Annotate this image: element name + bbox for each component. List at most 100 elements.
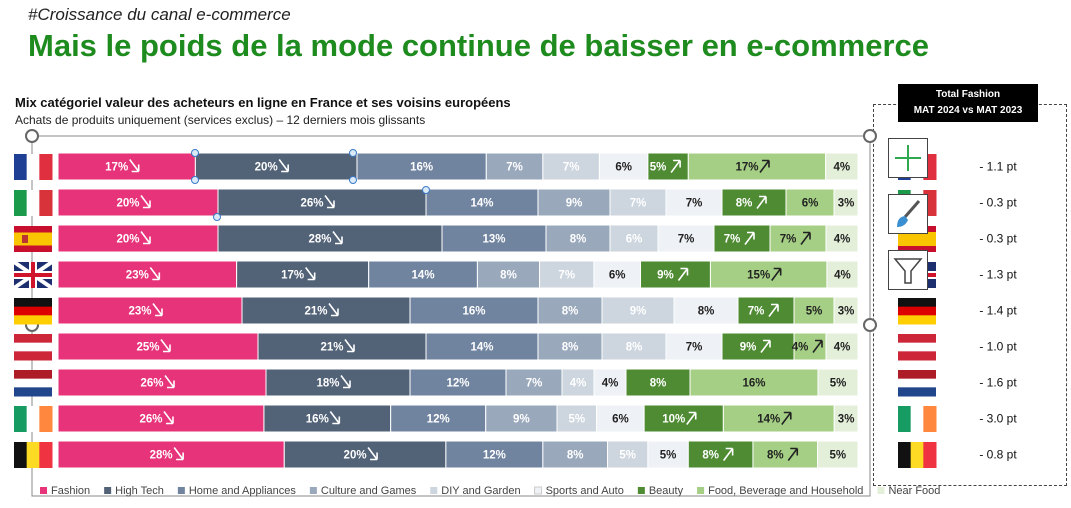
add-element-button[interactable] (888, 138, 928, 178)
legend-label: Beauty (649, 485, 684, 497)
legend-swatch (637, 487, 645, 494)
legend-label: Culture and Games (321, 485, 417, 497)
flag-germany (14, 298, 52, 325)
bar-culture-and-games-germany (537, 296, 603, 325)
chart-styles-button[interactable] (888, 194, 928, 234)
data-label-sports-and-auto-austria: 7% (686, 342, 703, 354)
data-label-food-beverage-and-household-france: 17% (735, 162, 758, 174)
bar-beauty-italy (721, 188, 787, 217)
bar-near-food-germany (833, 296, 859, 325)
delta-value-belgium: - 0.8 pt (979, 448, 1017, 462)
trend-down-icon (160, 339, 171, 353)
data-label-food-beverage-and-household-ireland: 14% (757, 414, 780, 426)
data-label-beauty-austria: 9% (740, 342, 757, 354)
bar-home-and-appliances-netherlands (409, 368, 507, 397)
resize-handle (863, 129, 877, 143)
flag-stripe (923, 442, 937, 468)
legend-swatch (534, 486, 543, 495)
legend-swatch (697, 487, 705, 494)
data-label-food-beverage-and-household-spain: 7% (780, 234, 797, 246)
bar-culture-and-games-belgium (542, 440, 608, 469)
legend-item-culture-and-games: Culture and Games (309, 485, 417, 497)
bar-food-beverage-and-household-italy (785, 188, 835, 217)
bar-diy-and-garden-belgium (606, 440, 649, 469)
resize-handle (25, 129, 39, 143)
bar-culture-and-games-united-kingdom (476, 260, 541, 289)
bar-culture-and-games-netherlands (505, 368, 563, 397)
flag-stripe (26, 190, 40, 216)
data-label-near-food-italy: 3% (838, 198, 855, 210)
trend-down-icon (152, 303, 163, 317)
trend-down-icon (332, 231, 343, 245)
flag-spain (14, 226, 52, 252)
bar-near-food-netherlands (817, 368, 859, 397)
data-label-home-and-appliances-netherlands: 12% (446, 378, 469, 390)
delta-value-france: - 1.1 pt (979, 160, 1017, 174)
flag-united-kingdom (12, 260, 54, 290)
trend-down-icon (367, 447, 378, 461)
bar-fashion-italy (57, 188, 219, 217)
data-label-high-tech-france: 20% (255, 162, 278, 174)
flag-stripe (14, 351, 52, 361)
bar-food-beverage-and-household-france (687, 152, 827, 181)
flag-stripe (26, 442, 40, 468)
legend-swatch (104, 487, 112, 494)
bar-home-and-appliances-ireland (390, 404, 487, 433)
bar-fashion-netherlands (57, 368, 267, 397)
legend-label: Sports and Auto (546, 485, 624, 497)
data-label-diy-and-garden-netherlands: 4% (570, 378, 587, 390)
bar-culture-and-games-ireland (485, 404, 558, 433)
bar-beauty-belgium (687, 440, 754, 469)
data-label-diy-and-garden-united-kingdom: 7% (558, 270, 575, 282)
legend-label: DIY and Garden (441, 485, 520, 497)
bar-diy-and-garden-ireland (556, 404, 598, 433)
legend-swatch (430, 487, 438, 494)
data-label-sports-and-auto-spain: 7% (678, 234, 695, 246)
legend-item-diy-and-garden: DIY and Garden (430, 485, 521, 497)
bar-near-food-belgium (817, 440, 859, 469)
delta-flag-germany (898, 298, 936, 325)
bar-beauty-austria (721, 332, 795, 361)
data-label-beauty-france: 5% (650, 162, 667, 174)
flag-stripe (898, 306, 936, 316)
bar-food-beverage-and-household-spain (769, 224, 827, 253)
trend-down-icon (329, 411, 341, 425)
bar-fashion-belgium (57, 440, 285, 469)
flag-stripe (26, 154, 40, 180)
filter-icon (893, 258, 923, 284)
total-fashion-title: Total Fashion (935, 89, 1001, 100)
data-label-high-tech-ireland: 16% (306, 414, 329, 426)
flag-stripe (14, 232, 52, 246)
delta-flag-ireland (898, 406, 937, 432)
data-label-diy-and-garden-germany: 9% (630, 306, 647, 318)
bar-sports-and-auto-germany (673, 296, 739, 325)
chart-filters-button[interactable] (888, 250, 928, 290)
data-label-sports-and-auto-united-kingdom: 6% (609, 270, 626, 282)
bar-culture-and-games-italy (537, 188, 611, 217)
trend-down-icon (324, 195, 335, 209)
data-label-near-food-germany: 3% (838, 306, 855, 318)
trend-up-icon (771, 267, 782, 281)
trend-down-icon (163, 411, 174, 425)
bar-beauty-ireland (643, 404, 724, 433)
bar-sports-and-auto-spain (657, 224, 715, 253)
legend-item-fashion: Fashion (40, 485, 90, 497)
data-label-near-food-united-kingdom: 4% (834, 270, 851, 282)
data-label-fashion-united-kingdom: 23% (126, 270, 149, 282)
trend-up-icon (744, 231, 755, 245)
bar-home-and-appliances-germany (409, 296, 539, 325)
bar-sports-and-auto-belgium (647, 440, 689, 469)
flag-stripe (898, 370, 936, 380)
data-label-culture-and-games-spain: 8% (570, 234, 587, 246)
legend-swatch (40, 487, 47, 494)
flag-stripe (923, 406, 937, 432)
trend-up-icon (768, 303, 779, 317)
brush-icon (897, 200, 921, 227)
data-label-culture-and-games-france: 7% (506, 162, 523, 174)
data-label-home-and-appliances-belgium: 12% (483, 450, 506, 462)
data-label-culture-and-games-austria: 8% (562, 342, 579, 354)
delta-value-united-kingdom: - 1.3 pt (979, 268, 1017, 282)
data-label-diy-and-garden-austria: 8% (626, 342, 643, 354)
bar-fashion-austria (57, 332, 259, 361)
flag-stripe (910, 406, 924, 432)
